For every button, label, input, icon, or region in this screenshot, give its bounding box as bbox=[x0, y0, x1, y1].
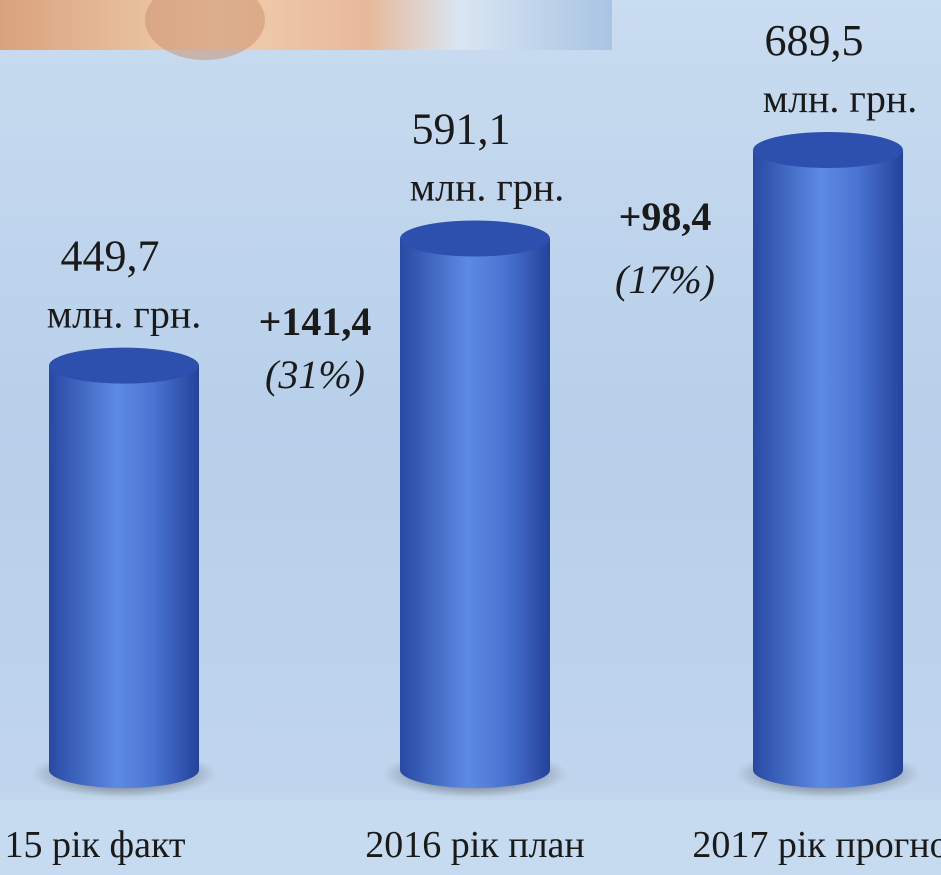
bar-top bbox=[49, 347, 199, 384]
plot-area: 15 рік факт 449,7 млн. грн. 2016 рік план 59… bbox=[4, 16, 941, 866]
value-label: 689,5 bbox=[765, 16, 864, 65]
x-tick-label: 2017 рік прогноз bbox=[692, 824, 941, 866]
change-value: +98,4 bbox=[619, 194, 712, 239]
unit-label: млн. грн. bbox=[47, 292, 202, 337]
category-band bbox=[0, 800, 941, 875]
bar-top bbox=[400, 220, 550, 257]
bar-top bbox=[753, 132, 903, 168]
x-tick-label: 15 рік факт bbox=[4, 824, 185, 866]
value-label: 449,7 bbox=[61, 232, 160, 281]
change-percent: (31%) bbox=[265, 352, 365, 397]
change-value: +141,4 bbox=[259, 299, 372, 344]
bar bbox=[753, 150, 903, 788]
photo-detail bbox=[145, 0, 265, 60]
unit-label: млн. грн. bbox=[410, 164, 565, 209]
value-label: 591,1 bbox=[412, 104, 511, 153]
x-tick-label: 2016 рік план bbox=[365, 824, 585, 866]
bar bbox=[400, 238, 550, 788]
change-percent: (17%) bbox=[615, 257, 715, 302]
header-photo bbox=[0, 0, 612, 50]
unit-label: млн. грн. bbox=[763, 76, 918, 121]
bar bbox=[49, 365, 199, 788]
